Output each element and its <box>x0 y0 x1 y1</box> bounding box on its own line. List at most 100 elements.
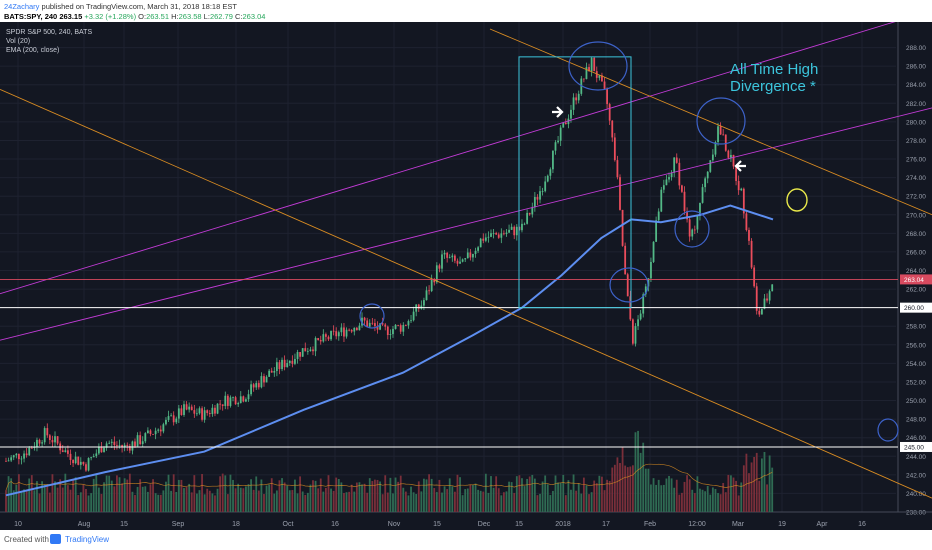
chart-background <box>0 22 932 530</box>
volume-bar <box>51 474 54 512</box>
candle-body <box>621 209 624 246</box>
candle-body <box>394 324 397 329</box>
chart-area[interactable]: 10 Aug 15 Sep 18 Oct 16 Nov 15 Dec 15 2018 17 Feb 12:0… <box>0 22 932 530</box>
volume-bar <box>381 494 384 512</box>
candle-body <box>368 322 371 327</box>
highlight-circle <box>359 303 385 329</box>
footer-brand-link[interactable]: TradingView <box>65 535 110 544</box>
volume-bar <box>355 482 358 512</box>
candle-body <box>67 450 69 454</box>
volume-bar <box>193 475 196 512</box>
y-tick-label: 286.00 <box>906 64 926 71</box>
candle-body <box>706 171 709 179</box>
candle-body <box>755 286 758 311</box>
candle-body <box>252 384 255 388</box>
candle-body <box>722 134 725 136</box>
volume-bar <box>299 476 301 512</box>
candle-body <box>575 97 578 101</box>
x-tick-label: Oct <box>283 521 294 528</box>
volume-bar <box>180 479 183 512</box>
volume-bar <box>608 480 611 512</box>
open-label: O: <box>138 12 147 21</box>
volume-bar <box>665 478 668 512</box>
candle-body <box>675 157 678 163</box>
candle-body <box>283 359 286 368</box>
candle-body <box>185 404 188 410</box>
volume-bar <box>699 488 701 512</box>
candle-body <box>363 317 366 321</box>
candle-body <box>353 327 356 332</box>
candle-body <box>443 252 446 255</box>
orange-downtrend-line-1 <box>0 88 932 499</box>
volume-bar <box>619 462 621 512</box>
candle-body <box>74 456 77 464</box>
candle-body <box>479 238 482 248</box>
author-link[interactable]: 24Zachary <box>4 2 40 11</box>
price-chart-svg[interactable]: 10 Aug 15 Sep 18 Oct 16 Nov 15 Dec 15 2018 17 Feb 12:0… <box>0 22 932 530</box>
volume-bar <box>273 493 276 512</box>
volume-bar <box>479 490 482 512</box>
volume-bar <box>183 488 185 512</box>
candle-body <box>203 410 206 420</box>
volume-bar <box>203 494 206 512</box>
volume-bar <box>116 475 118 512</box>
y-tick-label: 280.00 <box>906 119 926 126</box>
candle-body <box>304 348 307 352</box>
candle-body <box>159 429 162 432</box>
volume-bar <box>43 484 46 512</box>
volume-bar <box>221 473 224 512</box>
volume-bar <box>345 492 348 512</box>
arrow-left-icon <box>734 160 746 172</box>
volume-bar <box>386 492 389 512</box>
candle-body <box>288 360 291 364</box>
volume-bar <box>211 493 214 512</box>
volume-bar <box>559 482 562 512</box>
candle-body <box>136 435 139 447</box>
candle-body <box>69 453 72 460</box>
candle-body <box>90 457 93 459</box>
volume-bar <box>327 475 330 512</box>
candle-body <box>441 254 443 269</box>
volume-bar <box>668 475 670 512</box>
volume-bar <box>601 476 603 512</box>
volume-bar <box>490 476 492 512</box>
candle-body <box>588 67 590 72</box>
candle-body <box>381 323 384 325</box>
volume-bar <box>456 474 459 512</box>
candle-body <box>208 413 211 415</box>
volume-bar <box>748 473 750 512</box>
volume-bar <box>159 494 162 512</box>
volume-bar <box>56 487 59 512</box>
candle-body <box>508 229 510 233</box>
y-tick-label: 274.00 <box>906 175 926 182</box>
volume-bar <box>696 476 699 512</box>
candle-body <box>162 424 165 432</box>
volume-bar <box>67 485 69 512</box>
volume-bar <box>121 483 123 512</box>
candle-body <box>366 320 369 327</box>
low-label: L: <box>203 12 210 21</box>
candle-body <box>196 413 198 415</box>
volume-bar <box>363 483 366 512</box>
candle-body <box>376 326 379 330</box>
volume-bar <box>322 491 325 512</box>
candle-body <box>170 415 173 417</box>
candle-body <box>642 294 645 314</box>
y-tick-label: 268.00 <box>906 231 926 238</box>
volume-bar <box>709 494 712 512</box>
candle-body <box>324 334 327 337</box>
volume-bar <box>536 495 539 512</box>
volume-bar <box>146 491 149 512</box>
volume-bar <box>760 458 763 512</box>
level-label-box <box>900 441 932 452</box>
candle-body <box>214 407 216 414</box>
publish-header: 24Zachary published on TradingView.com, … <box>0 0 932 22</box>
candle-body <box>737 180 740 191</box>
candle-body <box>742 188 745 214</box>
candle-body <box>43 428 46 443</box>
candle-body <box>144 433 147 442</box>
candle-body <box>709 160 712 172</box>
candle-body <box>482 238 485 241</box>
candle-body <box>250 384 252 395</box>
candle-body <box>425 290 428 301</box>
